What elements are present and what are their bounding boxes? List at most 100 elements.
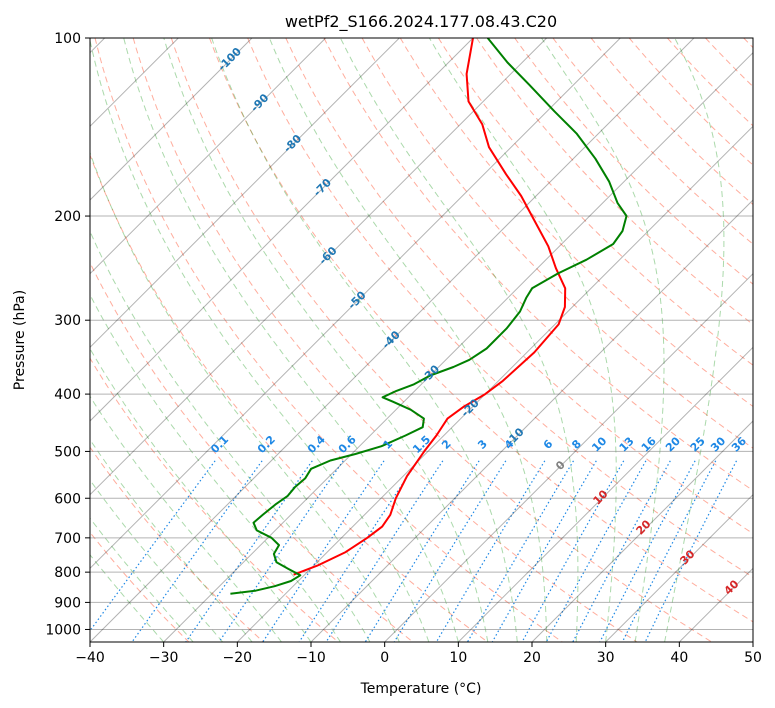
isotherm-gridline (236, 125, 753, 642)
isotherm-gridline (90, 38, 621, 570)
dry-adiabat (209, 38, 753, 623)
moist-adiabat (90, 293, 341, 642)
dry-adiabat (285, 38, 753, 535)
moist-adiabat (90, 517, 194, 642)
mixing-ratio-label: 1.5 (410, 433, 433, 456)
mixing-ratio-line (521, 460, 625, 642)
isotherm-gridline (90, 38, 400, 349)
in-plot-labels: -100-90-80-70-60-50-40-30-20-100.1 0.2 0.4… (208, 45, 749, 598)
dry-adiabat (94, 38, 563, 642)
dry-adiabat (90, 531, 190, 642)
y-tick-label: 500 (54, 444, 81, 460)
mixing-ratio-line (599, 460, 696, 642)
dry-adiabat (90, 446, 264, 642)
isotherm-label: -100 (215, 45, 244, 74)
isotherm-gridline (163, 51, 753, 642)
mixing-ratio-label: 6 (541, 437, 556, 452)
x-tick-label: 20 (523, 650, 541, 666)
isotherm-label: -80 (281, 132, 304, 155)
moist-adiabat (541, 38, 665, 642)
moist-adiabat (90, 479, 223, 642)
temperature-profile-line (293, 38, 567, 576)
moist-adiabat (428, 38, 617, 642)
isotherm-label: -60 (316, 244, 339, 267)
y-axis-label: Pressure (hPa) (12, 290, 28, 390)
dry-adiabat (476, 38, 753, 326)
y-tick-label: 200 (54, 209, 81, 225)
isotherm-label: -20 (459, 396, 482, 419)
moist-adiabat (90, 438, 253, 642)
dry-adiabat (705, 38, 753, 88)
mixing-ratio-line (218, 460, 344, 642)
mixing-ratio-line (545, 460, 647, 642)
x-tick-label: −10 (296, 650, 326, 666)
x-tick-label: 0 (380, 650, 389, 666)
moist-adiabat (90, 151, 400, 642)
moist-adiabat (90, 553, 165, 642)
dry-adiabat (399, 38, 753, 408)
isotherm-gridline (90, 38, 327, 275)
mixing-ratio-label: 8 (569, 437, 584, 452)
dry-adiabat (170, 38, 712, 642)
y-tick-label: 100 (54, 31, 81, 47)
x-tick-label: 30 (597, 650, 615, 666)
dewpoint-profile-line (230, 38, 628, 595)
moist-adiabat (90, 38, 430, 642)
plot-frame (89, 37, 754, 643)
mixing-ratio-label: 2 (439, 437, 454, 452)
dry-adiabat (90, 357, 339, 642)
isotherm-gridline (678, 567, 753, 642)
isotherm-gridline (531, 420, 753, 642)
dry-adiabat (437, 38, 753, 366)
dry-adiabat (90, 261, 414, 642)
x-tick-label: −40 (75, 650, 105, 666)
mixing-ratio-label: 3 (475, 437, 490, 452)
chart-title: wetPf2_S166.2024.177.08.43.C20 (285, 12, 557, 32)
y-tick-label: 900 (54, 595, 81, 611)
moist-adiabat (339, 38, 579, 642)
x-tick-label: −30 (149, 650, 179, 666)
isotherm-label: -70 (311, 176, 334, 199)
mixing-ratio-line (491, 460, 597, 642)
isotherm-gridline (457, 346, 753, 642)
x-tick-label: 40 (670, 650, 688, 666)
isotherm-gridline (310, 199, 753, 642)
dry-adiabat (323, 38, 753, 492)
mixing-ratio-line (621, 460, 717, 642)
mixing-ratio-line (298, 460, 419, 642)
theta-label: 40 (722, 577, 742, 597)
y-tick-label: 300 (54, 313, 81, 329)
mixing-ratio-line (90, 460, 216, 632)
isotherm-gridline (90, 38, 253, 201)
mixing-ratio-line (466, 460, 575, 642)
theta-label: 30 (678, 547, 698, 567)
profile-lines (230, 38, 628, 595)
moist-adiabat (268, 38, 548, 642)
dry-adiabat (247, 38, 753, 578)
isotherm-gridline (384, 272, 753, 642)
dry-adiabat (132, 38, 638, 642)
background-lines (90, 38, 753, 642)
y-tick-label: 600 (54, 491, 81, 507)
mixing-ratio-label: 0.1 (208, 433, 231, 456)
isotherm-label: -90 (248, 91, 271, 114)
isotherm-label: -30 (419, 362, 442, 385)
moist-adiabat (163, 38, 489, 642)
y-tick-label: 700 (54, 531, 81, 547)
dry-adiabat (590, 38, 753, 206)
mixing-ratio-line (325, 460, 444, 642)
mixing-ratio-line (572, 460, 671, 642)
moist-adiabat (211, 38, 518, 642)
moist-adiabat (90, 230, 371, 642)
mixing-ratio-line (435, 460, 546, 642)
isotherm-gridline (90, 38, 548, 496)
mixing-ratio-line (393, 460, 507, 642)
theta-label: 10 (591, 487, 611, 507)
y-tick-label: 400 (54, 387, 81, 403)
y-tick-label: 800 (54, 565, 81, 581)
isotherm-gridline (90, 38, 695, 642)
isotherm-gridline (90, 38, 474, 422)
mixing-ratio-line (364, 460, 480, 642)
mixing-ratio-line (262, 460, 385, 642)
